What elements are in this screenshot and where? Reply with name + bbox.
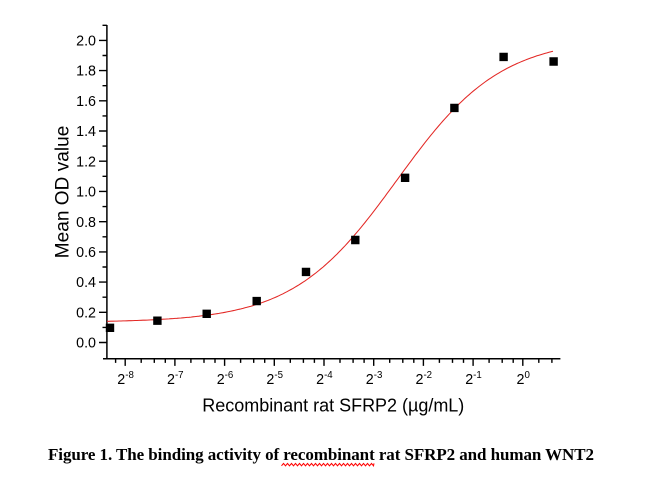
svg-text:0.2: 0.2 bbox=[76, 305, 96, 321]
svg-text:2.0: 2.0 bbox=[76, 34, 96, 50]
svg-text:Recombinant rat SFRP2 (µg/mL): Recombinant rat SFRP2 (µg/mL) bbox=[202, 396, 464, 416]
svg-text:1.4: 1.4 bbox=[76, 124, 96, 140]
svg-text:1.6: 1.6 bbox=[76, 94, 96, 110]
svg-text:0.8: 0.8 bbox=[76, 215, 96, 231]
svg-text:0.6: 0.6 bbox=[76, 245, 96, 261]
svg-text:Figure 1. The binding activity: Figure 1. The binding activity of recomb… bbox=[48, 445, 594, 464]
svg-text:1.8: 1.8 bbox=[76, 64, 96, 80]
svg-text:0.0: 0.0 bbox=[76, 336, 96, 352]
svg-text:1.0: 1.0 bbox=[76, 185, 96, 201]
svg-text:Mean OD value: Mean OD value bbox=[53, 126, 74, 259]
svg-text:0.4: 0.4 bbox=[76, 275, 96, 291]
svg-text:1.2: 1.2 bbox=[76, 154, 96, 170]
